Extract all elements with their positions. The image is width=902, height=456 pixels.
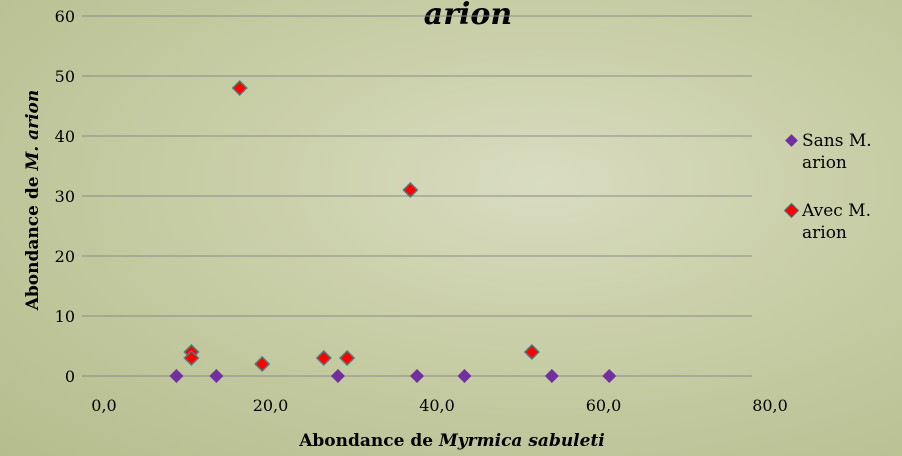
x-tick-label: 20,0 xyxy=(253,396,289,415)
point xyxy=(231,79,248,97)
y-tick-label: 50 xyxy=(55,67,75,86)
legend-label: Sans M. arion xyxy=(802,131,872,173)
point xyxy=(523,343,540,361)
legend: Sans M. arion Avec M. arion xyxy=(784,130,902,270)
y-tick-label: 20 xyxy=(55,247,75,266)
x-tick-label: 40,0 xyxy=(419,396,455,415)
point xyxy=(402,181,419,199)
point xyxy=(339,349,356,367)
point xyxy=(544,369,559,383)
y-axis-label-text: Abondance de xyxy=(23,171,43,312)
point xyxy=(602,369,617,383)
point xyxy=(330,369,345,383)
y-tick-label: 40 xyxy=(55,127,75,146)
point xyxy=(183,349,200,367)
point xyxy=(457,369,472,383)
x-axis-label: Abondance de Myrmica sabuleti xyxy=(298,431,605,451)
x-axis-label-text: Abondance de xyxy=(298,431,439,451)
point xyxy=(209,369,224,383)
y-axis-label: Abondance de M. arion xyxy=(23,90,43,312)
legend-item: Avec M. arion xyxy=(784,200,902,244)
point xyxy=(315,349,332,367)
y-tick-label: 30 xyxy=(55,187,75,206)
point xyxy=(254,355,271,373)
point xyxy=(169,369,184,383)
legend-swatch xyxy=(785,134,798,147)
y-axis-label-italic: M. arion xyxy=(23,90,43,172)
x-tick-label: 80,0 xyxy=(752,396,788,415)
x-tick-label: 0,0 xyxy=(91,396,116,415)
y-tick-label: 10 xyxy=(55,307,75,326)
x-tick-label: 60,0 xyxy=(586,396,622,415)
point xyxy=(410,369,425,383)
legend-swatch xyxy=(785,204,798,217)
x-axis-label-italic: Myrmica sabuleti xyxy=(438,431,605,451)
legend-label: Avec M. arion xyxy=(802,201,871,243)
y-tick-label: 0 xyxy=(65,367,75,386)
legend-item: Sans M. arion xyxy=(784,130,902,174)
y-tick-label: 60 xyxy=(55,7,75,26)
